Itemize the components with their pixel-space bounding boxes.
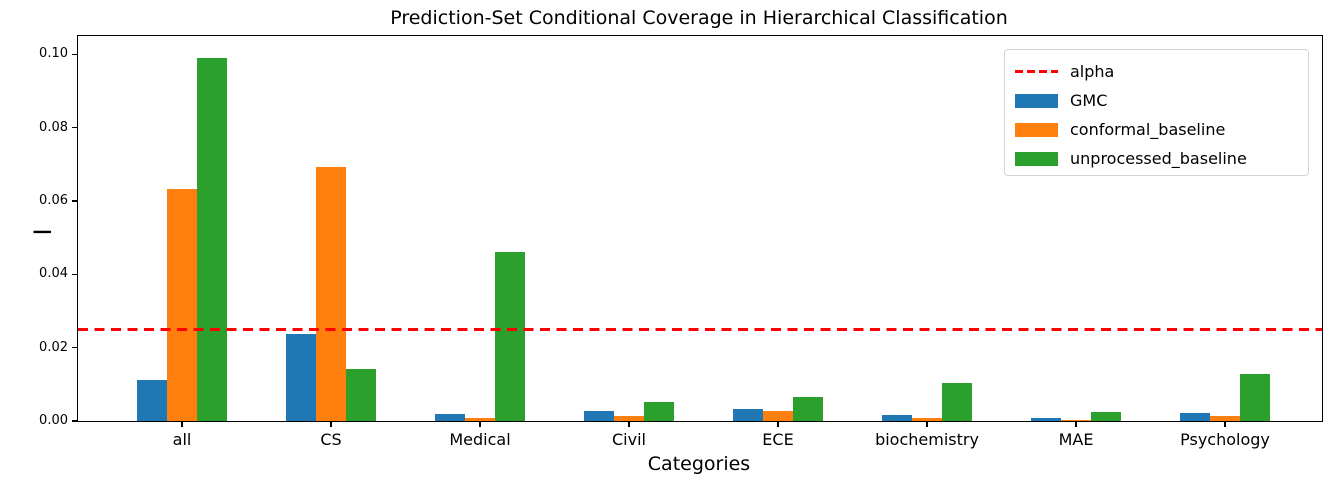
y-axis-label: I [29, 228, 57, 236]
bar-conformal_baseline-Civil [614, 415, 644, 421]
y-tick-mark [72, 200, 78, 202]
x-tick-label: ECE [762, 430, 794, 449]
x-tick-label: Civil [612, 430, 646, 449]
bar-conformal_baseline-ECE [763, 411, 793, 421]
legend-color-swatch [1015, 93, 1058, 108]
y-tick-label: 0.02 [39, 339, 68, 355]
bar-unprocessed_baseline-Civil [644, 401, 674, 421]
x-tick-label: CS [320, 430, 342, 449]
bar-conformal_baseline-CS [316, 166, 346, 421]
legend-label: unprocessed_baseline [1070, 149, 1247, 168]
legend-item-alpha: alpha [1015, 57, 1296, 86]
y-tick-mark [72, 126, 78, 129]
x-tick-mark [926, 421, 928, 427]
x-tick-mark [479, 421, 481, 427]
y-tick-label: 0.06 [39, 192, 68, 208]
y-tick-label: 0.08 [39, 119, 68, 135]
y-tick-label: 0.00 [39, 413, 68, 428]
chart-title: Prediction-Set Conditional Coverage in H… [390, 7, 1008, 29]
legend-label: alpha [1070, 62, 1115, 81]
y-tick-mark [72, 346, 78, 349]
x-tick-mark [330, 421, 332, 427]
bar-unprocessed_baseline-all [197, 57, 227, 421]
legend-item-GMC: GMC [1015, 86, 1296, 115]
bar-GMC-Medical [435, 414, 465, 421]
bar-unprocessed_baseline-ECE [793, 396, 823, 421]
legend-item-conformal_baseline: conformal_baseline [1015, 115, 1296, 144]
x-tick-label: MAE [1058, 430, 1094, 449]
x-tick-label: all [172, 430, 192, 449]
bar-GMC-biochemistry [882, 415, 912, 421]
y-tick-label: 0.04 [39, 266, 68, 282]
y-tick-mark [72, 53, 78, 55]
alpha-reference-line [78, 328, 1322, 331]
bar-GMC-Civil [584, 411, 614, 421]
x-tick-label: Psychology [1180, 430, 1270, 449]
legend-label: GMC [1070, 91, 1108, 110]
bar-unprocessed_baseline-CS [346, 368, 376, 421]
x-tick-mark [777, 421, 779, 427]
legend-dashed-line-sample [1015, 70, 1058, 73]
x-tick-label: biochemistry [875, 430, 979, 449]
bar-unprocessed_baseline-Medical [495, 252, 525, 421]
x-tick-mark [181, 421, 183, 427]
bar-unprocessed_baseline-biochemistry [942, 382, 972, 421]
bar-conformal_baseline-biochemistry [912, 418, 942, 421]
bar-GMC-all [137, 379, 167, 421]
x-tick-mark [1224, 421, 1226, 427]
bar-conformal_baseline-Medical [465, 418, 495, 421]
y-tick-mark [72, 420, 78, 422]
bar-GMC-MAE [1031, 418, 1061, 421]
x-tick-mark [628, 421, 630, 427]
x-tick-mark [1075, 421, 1077, 427]
legend-color-swatch [1015, 151, 1058, 166]
bar-GMC-CS [286, 334, 316, 421]
x-tick-label: Medical [449, 430, 511, 449]
bar-GMC-ECE [733, 409, 763, 421]
x-axis-label: Categories [647, 453, 751, 475]
y-tick-mark [72, 273, 78, 275]
legend-color-swatch [1015, 122, 1058, 137]
bar-conformal_baseline-MAE [1061, 420, 1091, 421]
bar-conformal_baseline-all [167, 188, 197, 421]
bar-unprocessed_baseline-MAE [1091, 411, 1121, 421]
bar-GMC-Psychology [1180, 413, 1210, 421]
bar-unprocessed_baseline-Psychology [1240, 374, 1270, 421]
legend: alpha GMC conformal_baseline unprocessed_ba… [1004, 49, 1309, 176]
bar-conformal_baseline-Psychology [1210, 416, 1240, 421]
legend-item-unprocessed_baseline: unprocessed_baseline [1015, 144, 1296, 173]
y-tick-label: 0.10 [39, 46, 68, 62]
legend-label: conformal_baseline [1070, 120, 1226, 139]
